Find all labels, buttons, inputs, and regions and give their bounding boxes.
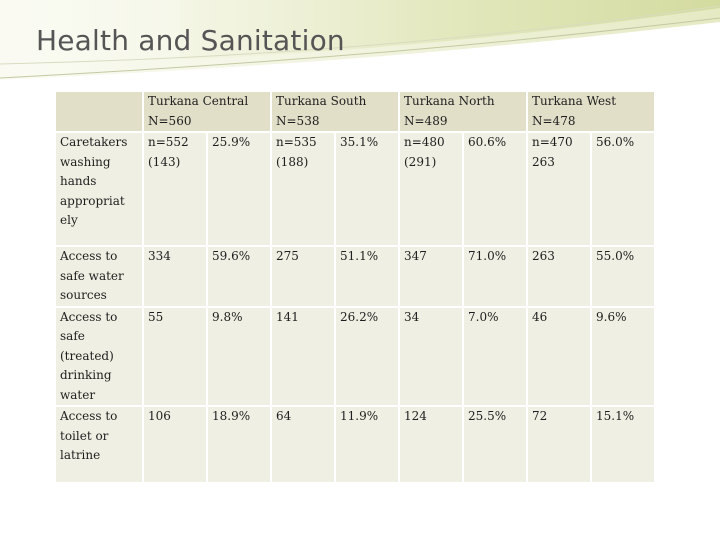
percent-cell: 56.0%: [590, 131, 656, 247]
header-row: Turkana Central N=560 Turkana South N=53…: [54, 90, 656, 133]
table-row: Access to safe (treated) drinking water …: [54, 305, 656, 407]
count-cell: 55: [142, 305, 208, 407]
percent-cell: 60.6%: [462, 131, 528, 247]
count-cell: 347: [398, 245, 464, 308]
percent-cell: 18.9%: [206, 405, 272, 484]
count-value: n=535: [276, 135, 317, 149]
region-header: Turkana Central N=560: [142, 90, 272, 133]
row-label: Access to safe (treated) drinking water: [54, 305, 144, 407]
region-n: N=489: [404, 113, 448, 128]
percent-cell: 26.2%: [334, 305, 400, 407]
count-cell: n=480 (291): [398, 131, 464, 247]
header-swoosh-decoration: [0, 0, 720, 80]
sanitation-table: Turkana Central N=560 Turkana South N=53…: [54, 90, 656, 484]
count-sub: 263: [532, 154, 555, 169]
region-header: Turkana North N=489: [398, 90, 528, 133]
percent-cell: 25.5%: [462, 405, 528, 484]
count-cell: 141: [270, 305, 336, 407]
count-cell: 64: [270, 405, 336, 484]
corner-cell: [54, 90, 144, 133]
row-label: Access to safe water sources: [54, 245, 144, 308]
count-cell: 72: [526, 405, 592, 484]
count-cell: n=470 263: [526, 131, 592, 247]
percent-cell: 9.8%: [206, 305, 272, 407]
percent-cell: 25.9%: [206, 131, 272, 247]
region-header: Turkana South N=538: [270, 90, 400, 133]
count-cell: 263: [526, 245, 592, 308]
count-cell: 106: [142, 405, 208, 484]
count-sub: (291): [404, 154, 437, 169]
count-cell: 275: [270, 245, 336, 308]
region-name: Turkana West: [532, 94, 617, 108]
percent-cell: 35.1%: [334, 131, 400, 247]
count-sub: (188): [276, 154, 309, 169]
percent-cell: 71.0%: [462, 245, 528, 308]
table-row: Caretakers washing hands appropriat ely …: [54, 131, 656, 247]
count-cell: 334: [142, 245, 208, 308]
percent-cell: 59.6%: [206, 245, 272, 308]
percent-cell: 15.1%: [590, 405, 656, 484]
slide-title: Health and Sanitation: [36, 24, 345, 57]
table-row: Access to safe water sources 334 59.6% 2…: [54, 245, 656, 308]
count-cell: 34: [398, 305, 464, 407]
count-value: n=470: [532, 135, 573, 149]
percent-cell: 55.0%: [590, 245, 656, 308]
region-n: N=538: [276, 113, 320, 128]
region-name: Turkana Central: [148, 94, 249, 108]
count-sub: (143): [148, 154, 181, 169]
region-name: Turkana North: [404, 94, 495, 108]
region-name: Turkana South: [276, 94, 367, 108]
percent-cell: 51.1%: [334, 245, 400, 308]
count-cell: n=552 (143): [142, 131, 208, 247]
region-header: Turkana West N=478: [526, 90, 656, 133]
row-label: Access to toilet or latrine: [54, 405, 144, 484]
count-value: n=552: [148, 135, 189, 149]
region-n: N=478: [532, 113, 576, 128]
percent-cell: 9.6%: [590, 305, 656, 407]
region-n: N=560: [148, 113, 192, 128]
count-cell: 124: [398, 405, 464, 484]
percent-cell: 11.9%: [334, 405, 400, 484]
count-cell: n=535 (188): [270, 131, 336, 247]
count-cell: 46: [526, 305, 592, 407]
table-row: Access to toilet or latrine 106 18.9% 64…: [54, 405, 656, 484]
count-value: n=480: [404, 135, 445, 149]
row-label: Caretakers washing hands appropriat ely: [54, 131, 144, 247]
percent-cell: 7.0%: [462, 305, 528, 407]
